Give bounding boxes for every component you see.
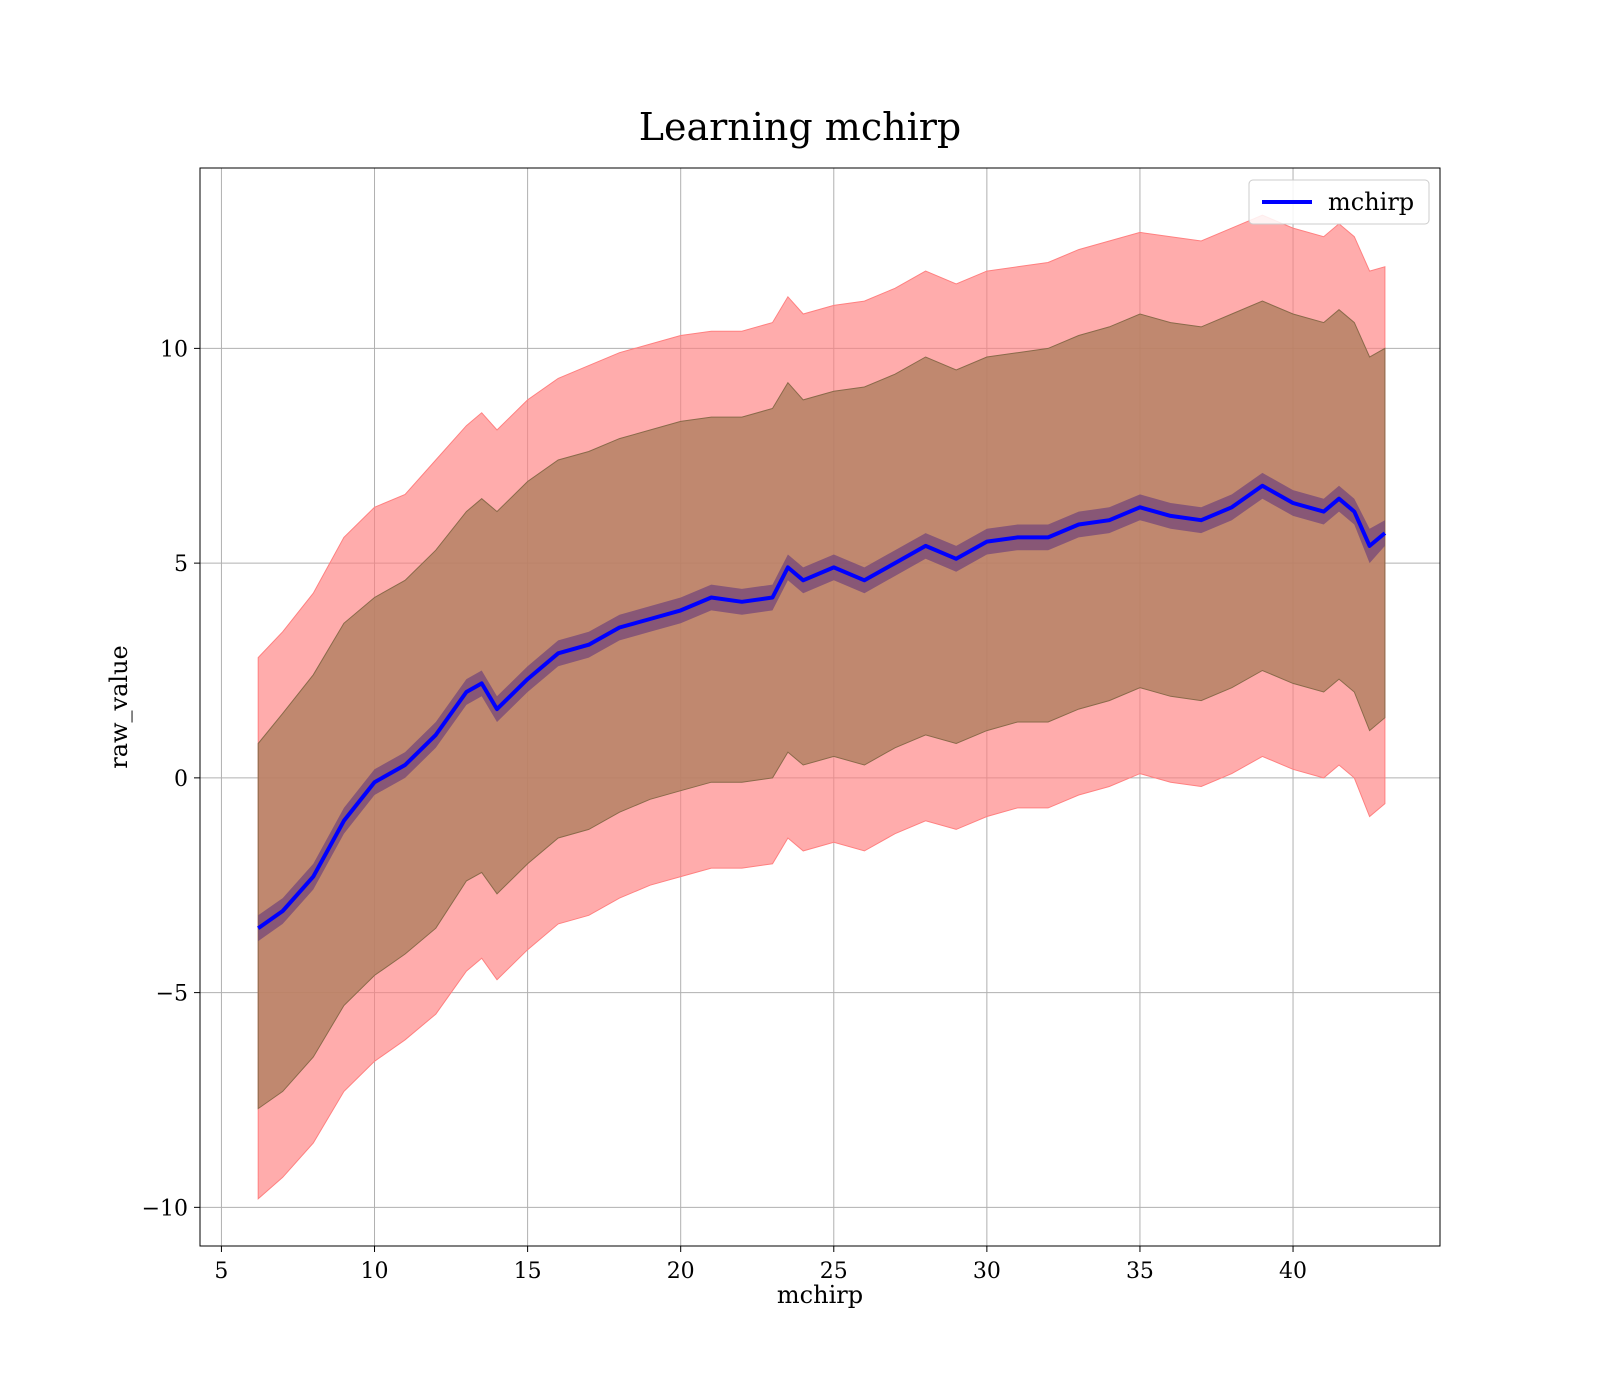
- inner-confidence-band: [258, 472, 1385, 942]
- middle-confidence-band: [257, 300, 1386, 1110]
- legend-box: [1248, 179, 1430, 225]
- chart-title: Learning mchirp: [639, 105, 961, 149]
- legend-label: mchirp: [1328, 188, 1414, 216]
- plot-frame: [199, 167, 1441, 1247]
- x-axis-label: mchirp: [777, 1281, 863, 1309]
- mean-line: [257, 483, 1387, 930]
- x-tick-label: 20: [667, 1259, 695, 1284]
- y-tick-label: 0: [174, 767, 188, 792]
- x-tick-label: 30: [973, 1259, 1001, 1284]
- x-tick-label: 25: [820, 1259, 848, 1284]
- legend: mchirp: [1248, 179, 1430, 225]
- x-tick-label: 10: [361, 1259, 389, 1284]
- tick-layer: 5 10 15 20 25 30 35 40 −10 −5 0 5 10: [142, 337, 1307, 1284]
- x-tick-label: 15: [514, 1259, 542, 1284]
- y-tick-label: −5: [156, 982, 188, 1007]
- x-tick-label: 40: [1279, 1259, 1307, 1284]
- line-layer: [257, 483, 1387, 930]
- y-axis-label: raw_value: [105, 645, 133, 769]
- y-tick-label: 10: [160, 337, 188, 362]
- x-tick-label: 5: [214, 1259, 228, 1284]
- y-tick-label: 5: [174, 552, 188, 577]
- band-layer: [257, 214, 1386, 1200]
- x-tick-label: 35: [1126, 1259, 1154, 1284]
- y-tick-label: −10: [142, 1196, 188, 1221]
